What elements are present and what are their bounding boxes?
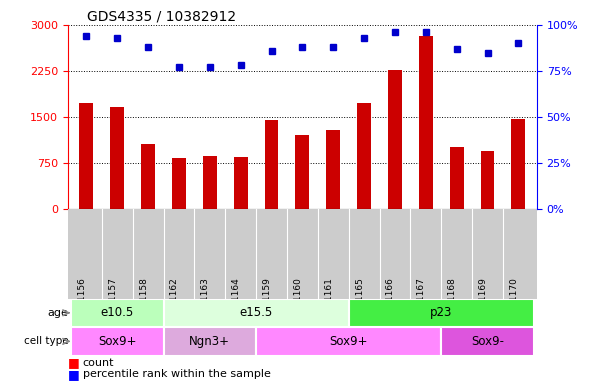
Bar	[441, 327, 534, 356]
Text: e15.5: e15.5	[240, 306, 273, 319]
Bar	[481, 151, 494, 209]
Bar	[141, 144, 155, 209]
Bar	[80, 103, 93, 209]
Bar	[357, 103, 371, 209]
Bar	[172, 159, 186, 209]
Bar	[419, 36, 432, 209]
Bar	[71, 298, 163, 327]
Text: p23: p23	[430, 306, 453, 319]
Text: cell type: cell type	[24, 336, 68, 346]
Text: ■: ■	[68, 368, 80, 381]
Bar	[234, 157, 248, 209]
Text: age: age	[48, 308, 68, 318]
Text: count: count	[83, 358, 114, 368]
Bar	[264, 120, 278, 209]
Bar	[326, 130, 340, 209]
Bar	[388, 70, 402, 209]
Bar	[296, 135, 309, 209]
Bar	[203, 156, 217, 209]
Text: GDS4335 / 10382912: GDS4335 / 10382912	[87, 10, 236, 24]
Text: Ngn3+: Ngn3+	[189, 335, 230, 348]
Text: e10.5: e10.5	[101, 306, 134, 319]
Bar	[256, 327, 441, 356]
Text: percentile rank within the sample: percentile rank within the sample	[83, 369, 270, 379]
Bar	[163, 327, 256, 356]
Bar	[110, 107, 124, 209]
Text: Sox9+: Sox9+	[329, 335, 368, 348]
Bar	[512, 119, 525, 209]
Bar	[450, 147, 464, 209]
Bar	[71, 327, 163, 356]
Text: Sox9-: Sox9-	[471, 335, 504, 348]
Text: ■: ■	[68, 356, 80, 369]
Text: Sox9+: Sox9+	[98, 335, 136, 348]
Bar	[163, 298, 349, 327]
Bar	[349, 298, 534, 327]
